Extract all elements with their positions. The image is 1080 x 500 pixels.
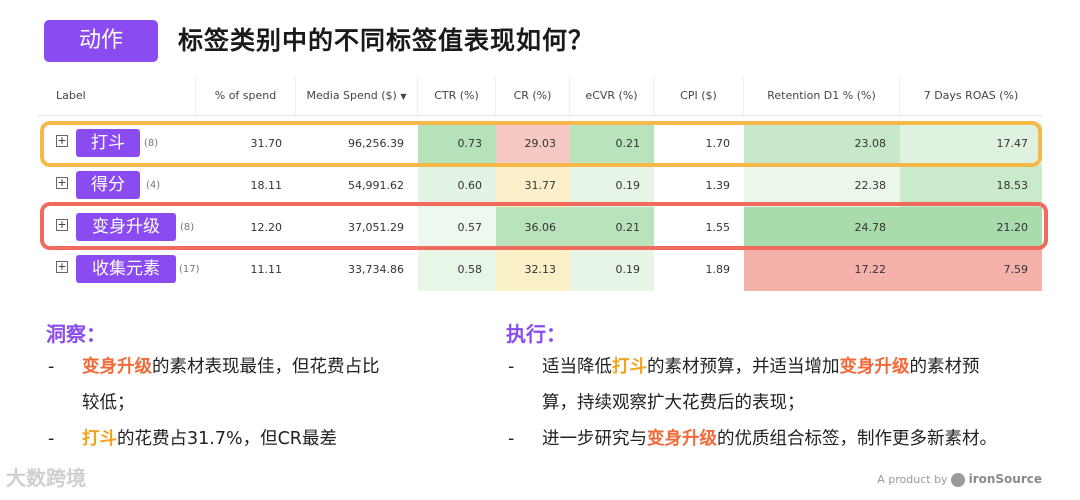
table-row: + 变身升级 (8) 12.20 37,051.29 0.57 36.06 0.… [38,207,1042,249]
cell-ctr: 0.57 [418,207,496,249]
cell-retention: 23.08 [744,123,900,165]
table-row: + 收集元素 (17) 11.11 33,734.86 0.58 32.13 0… [38,249,1042,291]
col-spend-pct[interactable]: % of spend [196,77,296,115]
expand-icon[interactable]: + [56,134,68,147]
cell-roas: 18.53 [900,165,1042,207]
cell-cr: 31.77 [496,165,570,207]
label-count: (8) [180,222,195,233]
cell-spend-pct: 11.11 [250,263,283,276]
highlight-text: 打斗 [612,357,647,377]
cell-media-spend: 54,991.62 [348,179,404,192]
watermark: 大数跨境 [6,466,86,490]
cell-ctr: 0.58 [418,249,496,291]
bullet-dash: - [48,357,55,377]
highlight-text: 变身升级 [647,429,717,449]
bullet-dash: - [508,357,515,377]
cell-cpi: 1.89 [654,249,744,291]
cell-ecvr: 0.21 [570,123,654,165]
cell-cr: 29.03 [496,123,570,165]
label-tag: 得分 [76,171,140,199]
col-retention[interactable]: Retention D1 % (%) [744,77,900,115]
col-roas[interactable]: 7 Days ROAS (%) [923,89,1019,102]
cell-media-spend: 33,734.86 [348,263,404,276]
cell-roas: 7.59 [900,249,1042,291]
action-heading: 执行： [506,322,566,346]
action-line-2: 进一步研究与变身升级的优质组合标签，制作更多新素材。 [542,429,997,449]
label-tag: 打斗 [76,129,140,157]
col-ecvr[interactable]: eCVR (%) [570,77,654,115]
bullet-dash: - [48,429,55,449]
cell-roas: 17.47 [900,123,1042,165]
action-line-1-cont: 算，持续观察扩大花费后的表现； [542,393,805,413]
highlight-text: 变身升级 [839,357,910,377]
cell-retention: 17.22 [744,249,900,291]
cell-ctr: 0.73 [418,123,496,165]
col-cr[interactable]: CR (%) [496,77,570,115]
expand-icon[interactable]: + [56,260,68,273]
label-count: (4) [146,180,161,191]
insight-line-1-cont: 较低； [82,393,135,413]
insight-line-2: 打斗的花费占31.7%，但CR最差 [82,429,337,449]
col-cpi[interactable]: CPI ($) [654,77,744,115]
cell-spend-pct: 12.20 [250,221,283,234]
label-count: (17) [179,264,200,275]
col-label[interactable]: Label [38,77,196,115]
cell-retention: 24.78 [744,207,900,249]
col-media-spend[interactable]: Media Spend ($) ▼ [296,77,418,115]
label-tag: 变身升级 [76,213,176,241]
cell-ecvr: 0.19 [570,249,654,291]
bullet-dash: - [508,429,515,449]
cell-spend-pct: 31.70 [250,137,283,150]
cell-spend-pct: 18.11 [250,179,283,192]
cell-cpi: 1.39 [654,165,744,207]
action-line-1: 适当降低打斗的素材预算，并适当增加变身升级的素材预 [542,357,980,377]
cell-ecvr: 0.21 [570,207,654,249]
table-row: + 得分 (4) 18.11 54,991.62 0.60 31.77 0.19… [38,165,1042,207]
action-badge: 动作 [44,20,158,62]
insight-line-1: 变身升级的素材表现最佳，但花费占比 [82,357,380,377]
cell-cpi: 1.55 [654,207,744,249]
insight-heading: 洞察： [46,322,106,346]
col-ctr[interactable]: CTR (%) [418,77,496,115]
highlight-frame-yellow [40,121,1042,167]
footer-credit: A product by ironSource [877,472,1042,487]
highlight-text: 变身升级 [82,357,152,377]
label-count: (8) [144,138,159,149]
table-row: + 打斗 (8) 31.70 96,256.39 0.73 29.03 0.21… [38,123,1042,165]
cell-cr: 32.13 [496,249,570,291]
label-tag: 收集元素 [76,255,176,283]
highlight-text: 打斗 [82,429,117,449]
cell-media-spend: 37,051.29 [348,221,404,234]
cell-media-spend: 96,256.39 [348,137,404,150]
cell-roas: 21.20 [900,207,1042,249]
label-performance-table: Label % of spend Media Spend ($) ▼ CTR (… [38,77,1042,291]
cell-ctr: 0.60 [418,165,496,207]
cell-retention: 22.38 [744,165,900,207]
cell-ecvr: 0.19 [570,165,654,207]
expand-icon[interactable]: + [56,218,68,231]
cell-cpi: 1.70 [654,123,744,165]
cell-cr: 36.06 [496,207,570,249]
highlight-frame-red [40,202,1048,250]
sort-desc-icon[interactable]: ▼ [400,92,407,101]
table-header: Label % of spend Media Spend ($) ▼ CTR (… [38,77,1042,116]
ironsource-logo-icon [951,473,966,487]
page-title: 标签类别中的不同标签值表现如何？ [178,26,595,55]
expand-icon[interactable]: + [56,176,68,189]
